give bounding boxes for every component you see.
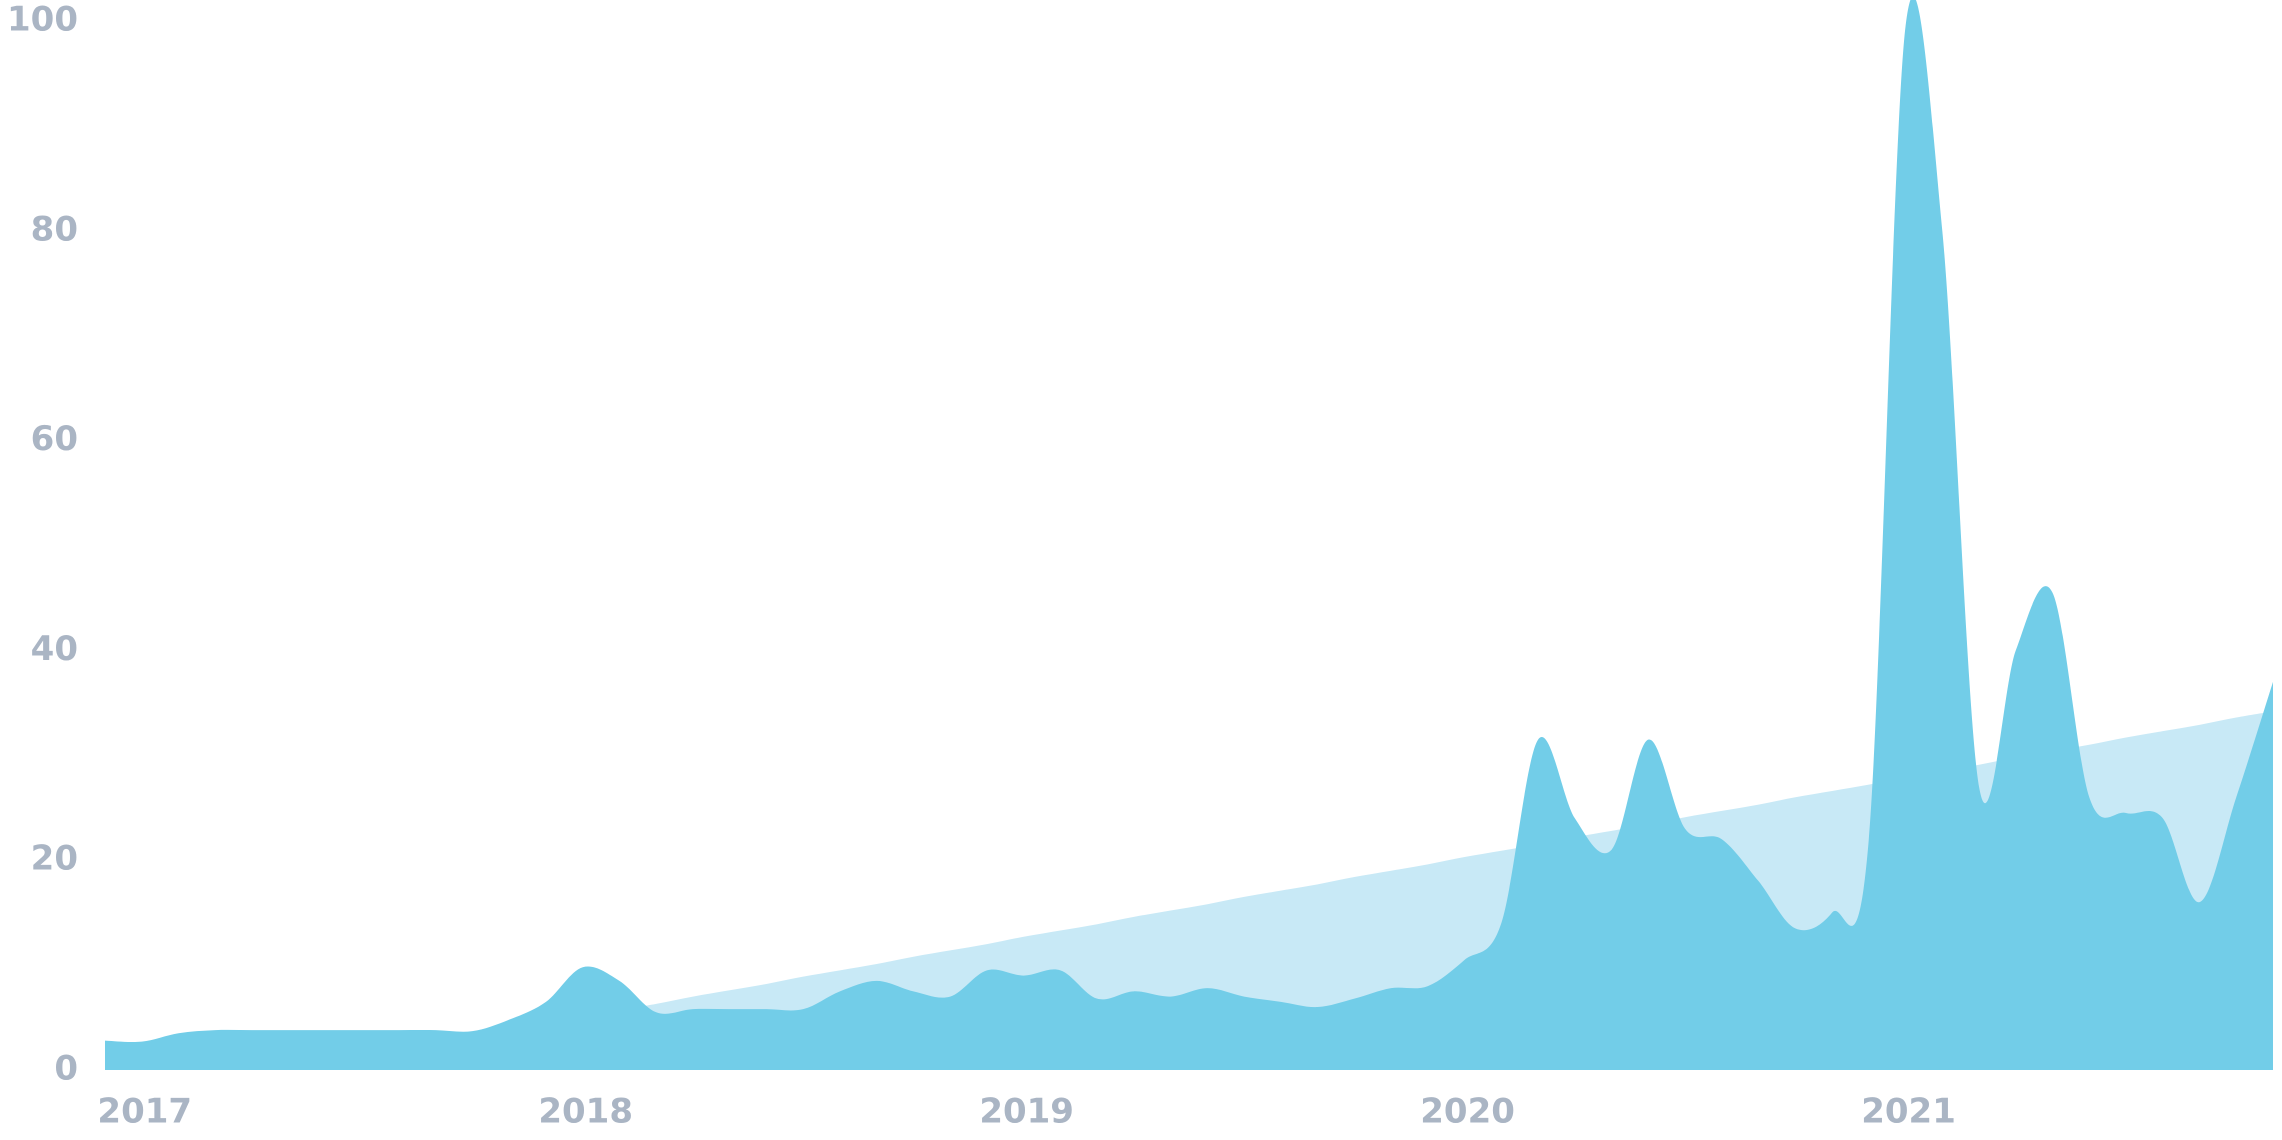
y-tick-label: 100	[7, 0, 78, 40]
x-tick-label: 2019	[979, 1092, 1074, 1132]
y-tick-label: 60	[31, 419, 78, 459]
x-tick-label: 2021	[1861, 1092, 1956, 1132]
y-tick-label: 0	[54, 1049, 78, 1089]
x-tick-label: 2017	[97, 1092, 192, 1132]
x-tick-label: 2020	[1420, 1092, 1515, 1132]
area	[105, 0, 2273, 1070]
y-tick-label: 80	[31, 209, 78, 249]
x-tick-label: 2018	[538, 1092, 633, 1132]
y-tick-label: 40	[31, 629, 78, 669]
y-tick-label: 20	[31, 839, 78, 879]
